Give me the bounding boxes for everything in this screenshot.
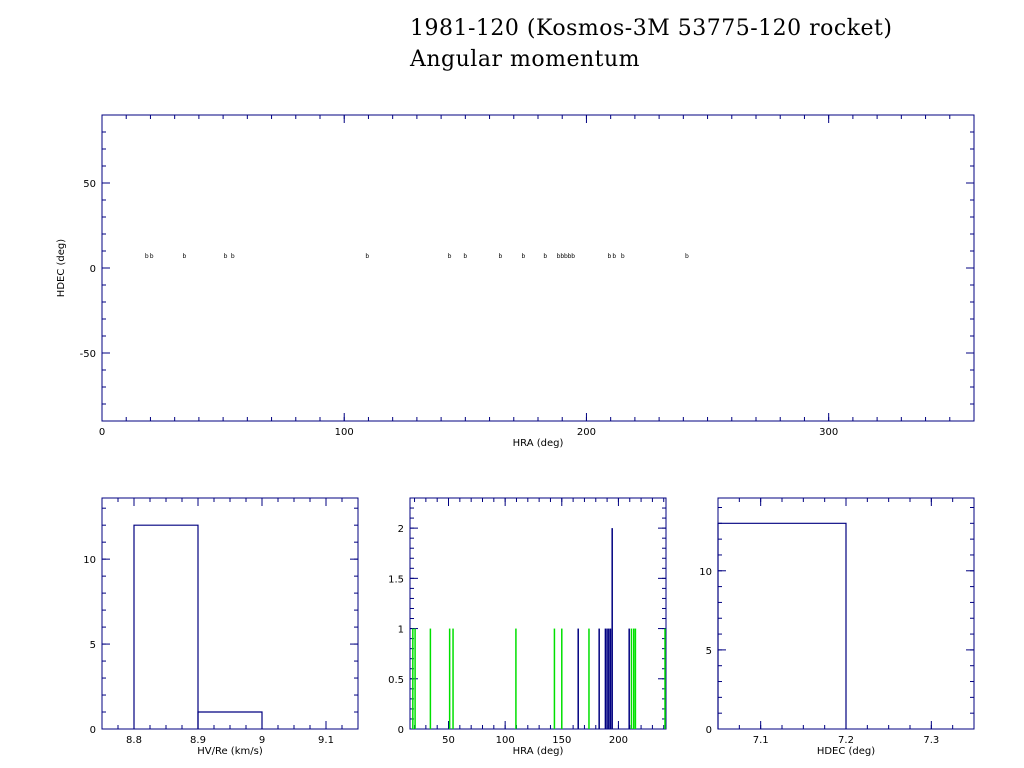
x-axis-label: HRA (deg)	[513, 438, 564, 449]
scatter-point: b	[365, 253, 369, 260]
x-tick-label: 8.8	[126, 735, 142, 746]
x-tick-label: 9.1	[318, 735, 334, 746]
y-tick-label: 0	[706, 725, 712, 736]
y-tick-label: 5	[706, 646, 712, 657]
scatter-point: b	[499, 253, 503, 260]
scatter-point: b	[685, 253, 689, 260]
hdec-histogram-panel: 7.1 7.2 7.3 0 5 10 HDEC (deg)	[699, 497, 975, 757]
x-tick-label: 300	[819, 427, 838, 438]
y-tick-label: 50	[83, 179, 96, 190]
histogram-bin	[197, 711, 263, 729]
x-axis-label: HDEC (deg)	[817, 746, 875, 757]
x-tick-label: 100	[335, 427, 354, 438]
chart-title: 1981-120 (Kosmos-3M 53775-120 rocket)	[410, 16, 893, 41]
scatter-point: b	[231, 253, 235, 260]
scatter-point: b	[571, 253, 575, 260]
x-tick-label: 150	[552, 735, 571, 746]
scatter-point: b	[612, 253, 616, 260]
y-tick-label: 0	[398, 725, 404, 736]
x-tick-label: 7.2	[838, 735, 854, 746]
scatter-point: b	[145, 253, 149, 260]
x-tick-label: 7.3	[923, 735, 939, 746]
scatter-point: b	[463, 253, 467, 260]
scatter-point: b	[568, 253, 572, 260]
y-axis-label: HDEC (deg)	[56, 239, 67, 297]
x-axis-label: HV/Re (km/s)	[197, 746, 263, 757]
hv-histogram-panel: 8.8 8.9 9 9.1 0 5 10 HV/Re (km/s)	[83, 497, 359, 757]
plot-frame	[101, 497, 359, 730]
x-axis-label: HRA (deg)	[513, 746, 564, 757]
scatter-point: b	[560, 253, 564, 260]
y-tick-label: 0	[90, 264, 96, 275]
x-tick-label: 200	[609, 735, 628, 746]
scatter-point: b	[182, 253, 186, 260]
scatter-point: b	[564, 253, 568, 260]
x-tick-label: 100	[496, 735, 515, 746]
y-tick-label: 2	[398, 524, 404, 535]
histogram-bin	[133, 524, 199, 729]
y-tick-label: 1	[398, 625, 404, 636]
y-tick-label: 0.5	[388, 675, 404, 686]
y-tick-label: 1.5	[388, 574, 404, 585]
scatter-point: b	[557, 253, 561, 260]
scatter-point: b	[522, 253, 526, 260]
scatter-point: b	[448, 253, 452, 260]
plot-frame	[409, 497, 667, 730]
scatter-point: b	[543, 253, 547, 260]
x-tick-label: 200	[577, 427, 596, 438]
x-tick-label: 0	[99, 427, 105, 438]
x-tick-label: 8.9	[190, 735, 206, 746]
y-tick-label: 10	[699, 567, 712, 578]
y-tick-label: -50	[80, 349, 96, 360]
y-tick-label: 0	[90, 725, 96, 736]
histogram-bin	[717, 522, 847, 729]
scatter-point: b	[608, 253, 612, 260]
scatter-point: b	[150, 253, 154, 260]
x-tick-label: 50	[442, 735, 455, 746]
chart-subtitle: Angular momentum	[410, 47, 640, 72]
y-tick-label: 10	[83, 555, 96, 566]
x-tick-label: 7.1	[753, 735, 769, 746]
y-tick-label: 5	[90, 640, 96, 651]
hra-histogram-panel: 50 100 150 200 0 0.5 1 1.5 2 HRA (deg)	[388, 497, 667, 757]
x-tick-label: 9	[259, 735, 265, 746]
scatter-point: b	[224, 253, 228, 260]
scatter-point: b	[621, 253, 625, 260]
plot-frame	[101, 114, 975, 422]
